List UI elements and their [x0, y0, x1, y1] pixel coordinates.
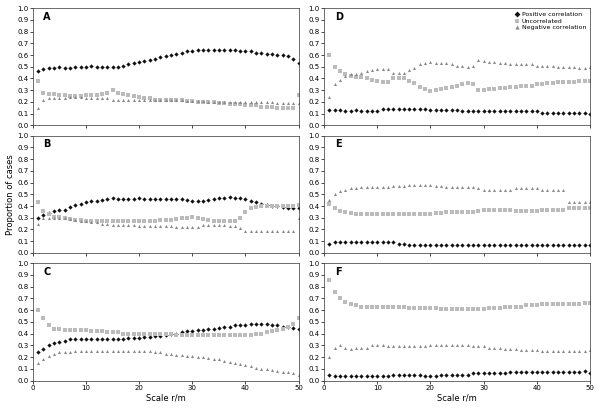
Text: B: B [43, 139, 51, 149]
Legend: Positive correlation, Uncorrelated, Negative correlation: Positive correlation, Uncorrelated, Nega… [513, 11, 587, 31]
Y-axis label: Proportion of cases: Proportion of cases [5, 154, 14, 235]
Text: C: C [43, 267, 50, 277]
Text: E: E [335, 139, 341, 149]
Text: F: F [335, 267, 341, 277]
X-axis label: Scale r/m: Scale r/m [437, 393, 477, 402]
X-axis label: Scale r/m: Scale r/m [146, 393, 185, 402]
Text: A: A [43, 11, 51, 22]
Text: D: D [335, 11, 343, 22]
